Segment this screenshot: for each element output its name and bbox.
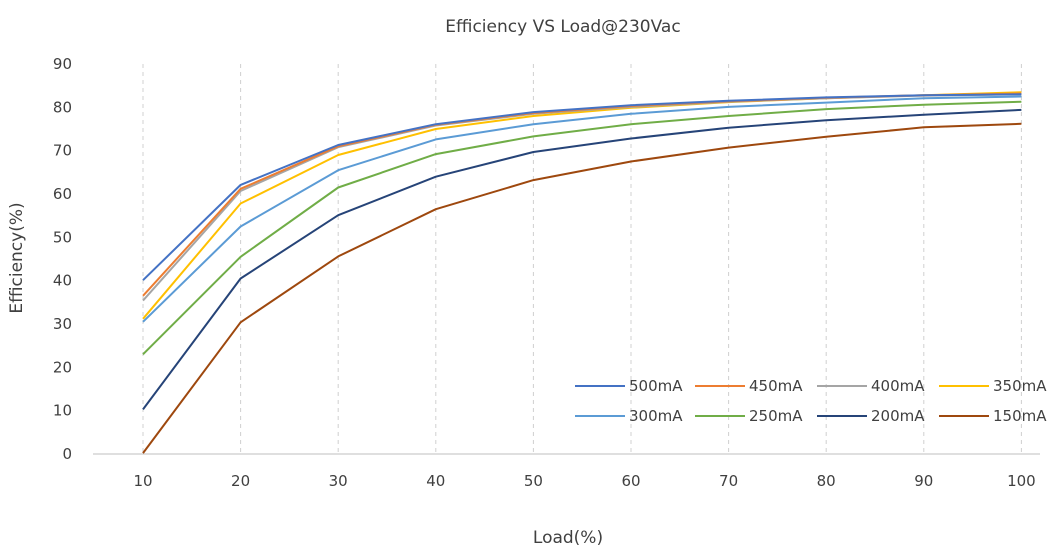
x-axis-label: Load(%) <box>533 528 603 548</box>
y-tick-label: 40 <box>53 272 72 290</box>
x-tick-label: 80 <box>817 472 836 490</box>
x-tick-label: 100 <box>1007 472 1036 490</box>
legend: 500mA 450mA 400mA 350mA 300mA 250mA 200mA 150mA <box>575 377 1047 425</box>
series-line-250mA <box>142 100 1022 356</box>
y-tick-label: 70 <box>53 142 72 160</box>
y-tick-label: 80 <box>53 98 72 116</box>
y-tick-label: 10 <box>53 402 72 420</box>
y-axis-label: Efficiency(%) <box>7 202 27 313</box>
chart-title: Efficiency VS Load@230Vac <box>445 17 680 37</box>
x-tick-label: 60 <box>621 472 640 490</box>
legend-label-500mA: 500mA <box>629 377 683 395</box>
legend-label-350mA: 350mA <box>993 377 1047 395</box>
legend-label-450mA: 450mA <box>749 377 803 395</box>
series-line-500mA <box>142 93 1022 281</box>
x-tick-label: 50 <box>524 472 543 490</box>
y-tick-label: 0 <box>62 445 72 463</box>
legend-label-300mA: 300mA <box>629 407 683 425</box>
legend-label-250mA: 250mA <box>749 407 803 425</box>
series-line-150mA <box>142 122 1022 454</box>
x-tick-label: 30 <box>329 472 348 490</box>
y-tick-label: 50 <box>53 228 72 246</box>
y-tick-label: 30 <box>53 315 72 333</box>
legend-label-400mA: 400mA <box>871 377 925 395</box>
axes: 0 10 20 30 40 50 60 70 80 90 10 20 30 40 50 60 70 80 90 100 <box>53 55 1040 490</box>
y-tick-label: 90 <box>53 55 72 73</box>
x-tick-label: 40 <box>426 472 445 490</box>
series-line-300mA <box>142 95 1022 323</box>
series-lines <box>142 91 1022 454</box>
x-tick-label: 90 <box>914 472 933 490</box>
x-tick-label: 70 <box>719 472 738 490</box>
x-tick-label: 10 <box>133 472 152 490</box>
y-tick-label: 60 <box>53 185 72 203</box>
y-tick-label: 20 <box>53 358 72 376</box>
series-line-200mA <box>142 108 1022 410</box>
legend-label-150mA: 150mA <box>993 407 1047 425</box>
legend-label-200mA: 200mA <box>871 407 925 425</box>
x-tick-label: 20 <box>231 472 250 490</box>
